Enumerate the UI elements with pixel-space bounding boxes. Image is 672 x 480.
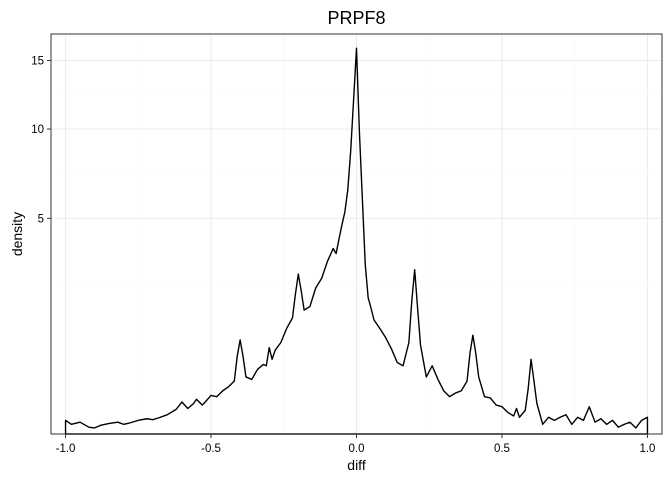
x-axis-title: diff [347,457,366,473]
y-tick-label: 5 [38,213,44,225]
y-tick-label: 10 [31,124,44,136]
x-tick-label: 0.5 [494,443,510,455]
x-tick-label: -1.0 [56,443,76,455]
density-line [64,47,649,435]
x-tick-label: 1.0 [639,443,655,455]
grid [51,34,662,434]
y-axis-title: density [9,212,25,256]
x-tick-label: 0.0 [349,443,365,455]
y-axis: 5 10 15 [31,55,51,225]
chart-title: PRPF8 [327,8,385,28]
x-axis: -1.0 -0.5 0.0 0.5 1.0 [56,434,655,455]
y-tick-label: 15 [31,55,44,67]
x-tick-label: -0.5 [201,443,221,455]
